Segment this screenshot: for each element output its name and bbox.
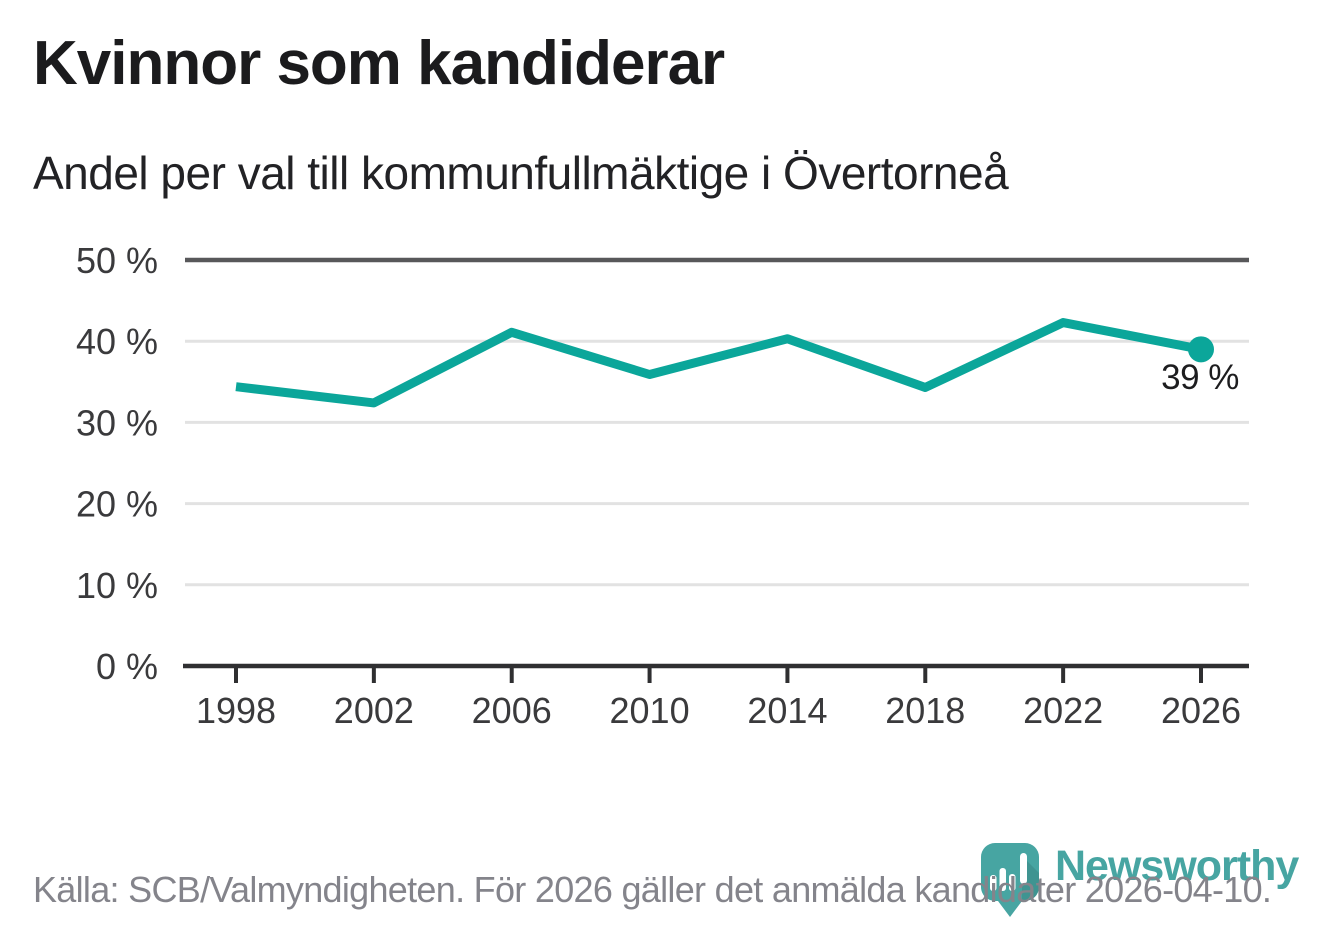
logo-bar-1	[990, 875, 997, 891]
line-chart-plot: 0 % 10 % 20 % 30 % 40 % 50 % 1998 2002 2006 2010 2…	[76, 240, 1249, 731]
y-axis-label: 30 %	[76, 402, 158, 443]
y-axis-label: 20 %	[76, 484, 158, 525]
x-axis-label: 2010	[610, 690, 690, 731]
x-axis-label: 2006	[472, 690, 552, 731]
data-line	[235, 318, 1202, 408]
source-note: Källa: SCB/Valmyndigheten. För 2026 gäll…	[33, 869, 1272, 910]
y-axis-label: 0 %	[96, 646, 158, 687]
chart-subtitle: Andel per val till kommunfullmäktige i Ö…	[33, 147, 1009, 199]
logo-bar-2	[999, 868, 1006, 891]
x-axis-label: 2018	[885, 690, 965, 731]
end-value-label: 39 %	[1161, 358, 1239, 397]
brand-wordmark: Newsworthy	[1055, 842, 1299, 890]
y-axis-label: 40 %	[76, 321, 158, 362]
logo-bar-4	[1020, 853, 1027, 884]
end-point-dot	[1187, 336, 1214, 363]
x-axis-label: 1998	[196, 690, 276, 731]
x-axis-label: 2002	[334, 690, 414, 731]
x-axis-label: 2026	[1161, 690, 1241, 731]
newsworthy-logo-icon	[981, 843, 1039, 917]
logo-bar-3	[1009, 874, 1016, 891]
newsworthy-logo: Newsworthy	[981, 842, 1299, 919]
chart-title: Kvinnor som kandiderar	[33, 29, 725, 98]
y-axis-label: 10 %	[76, 565, 158, 606]
x-axis-label: 2014	[747, 690, 827, 731]
x-axis-label: 2022	[1023, 690, 1103, 731]
y-axis-label: 50 %	[76, 240, 158, 281]
